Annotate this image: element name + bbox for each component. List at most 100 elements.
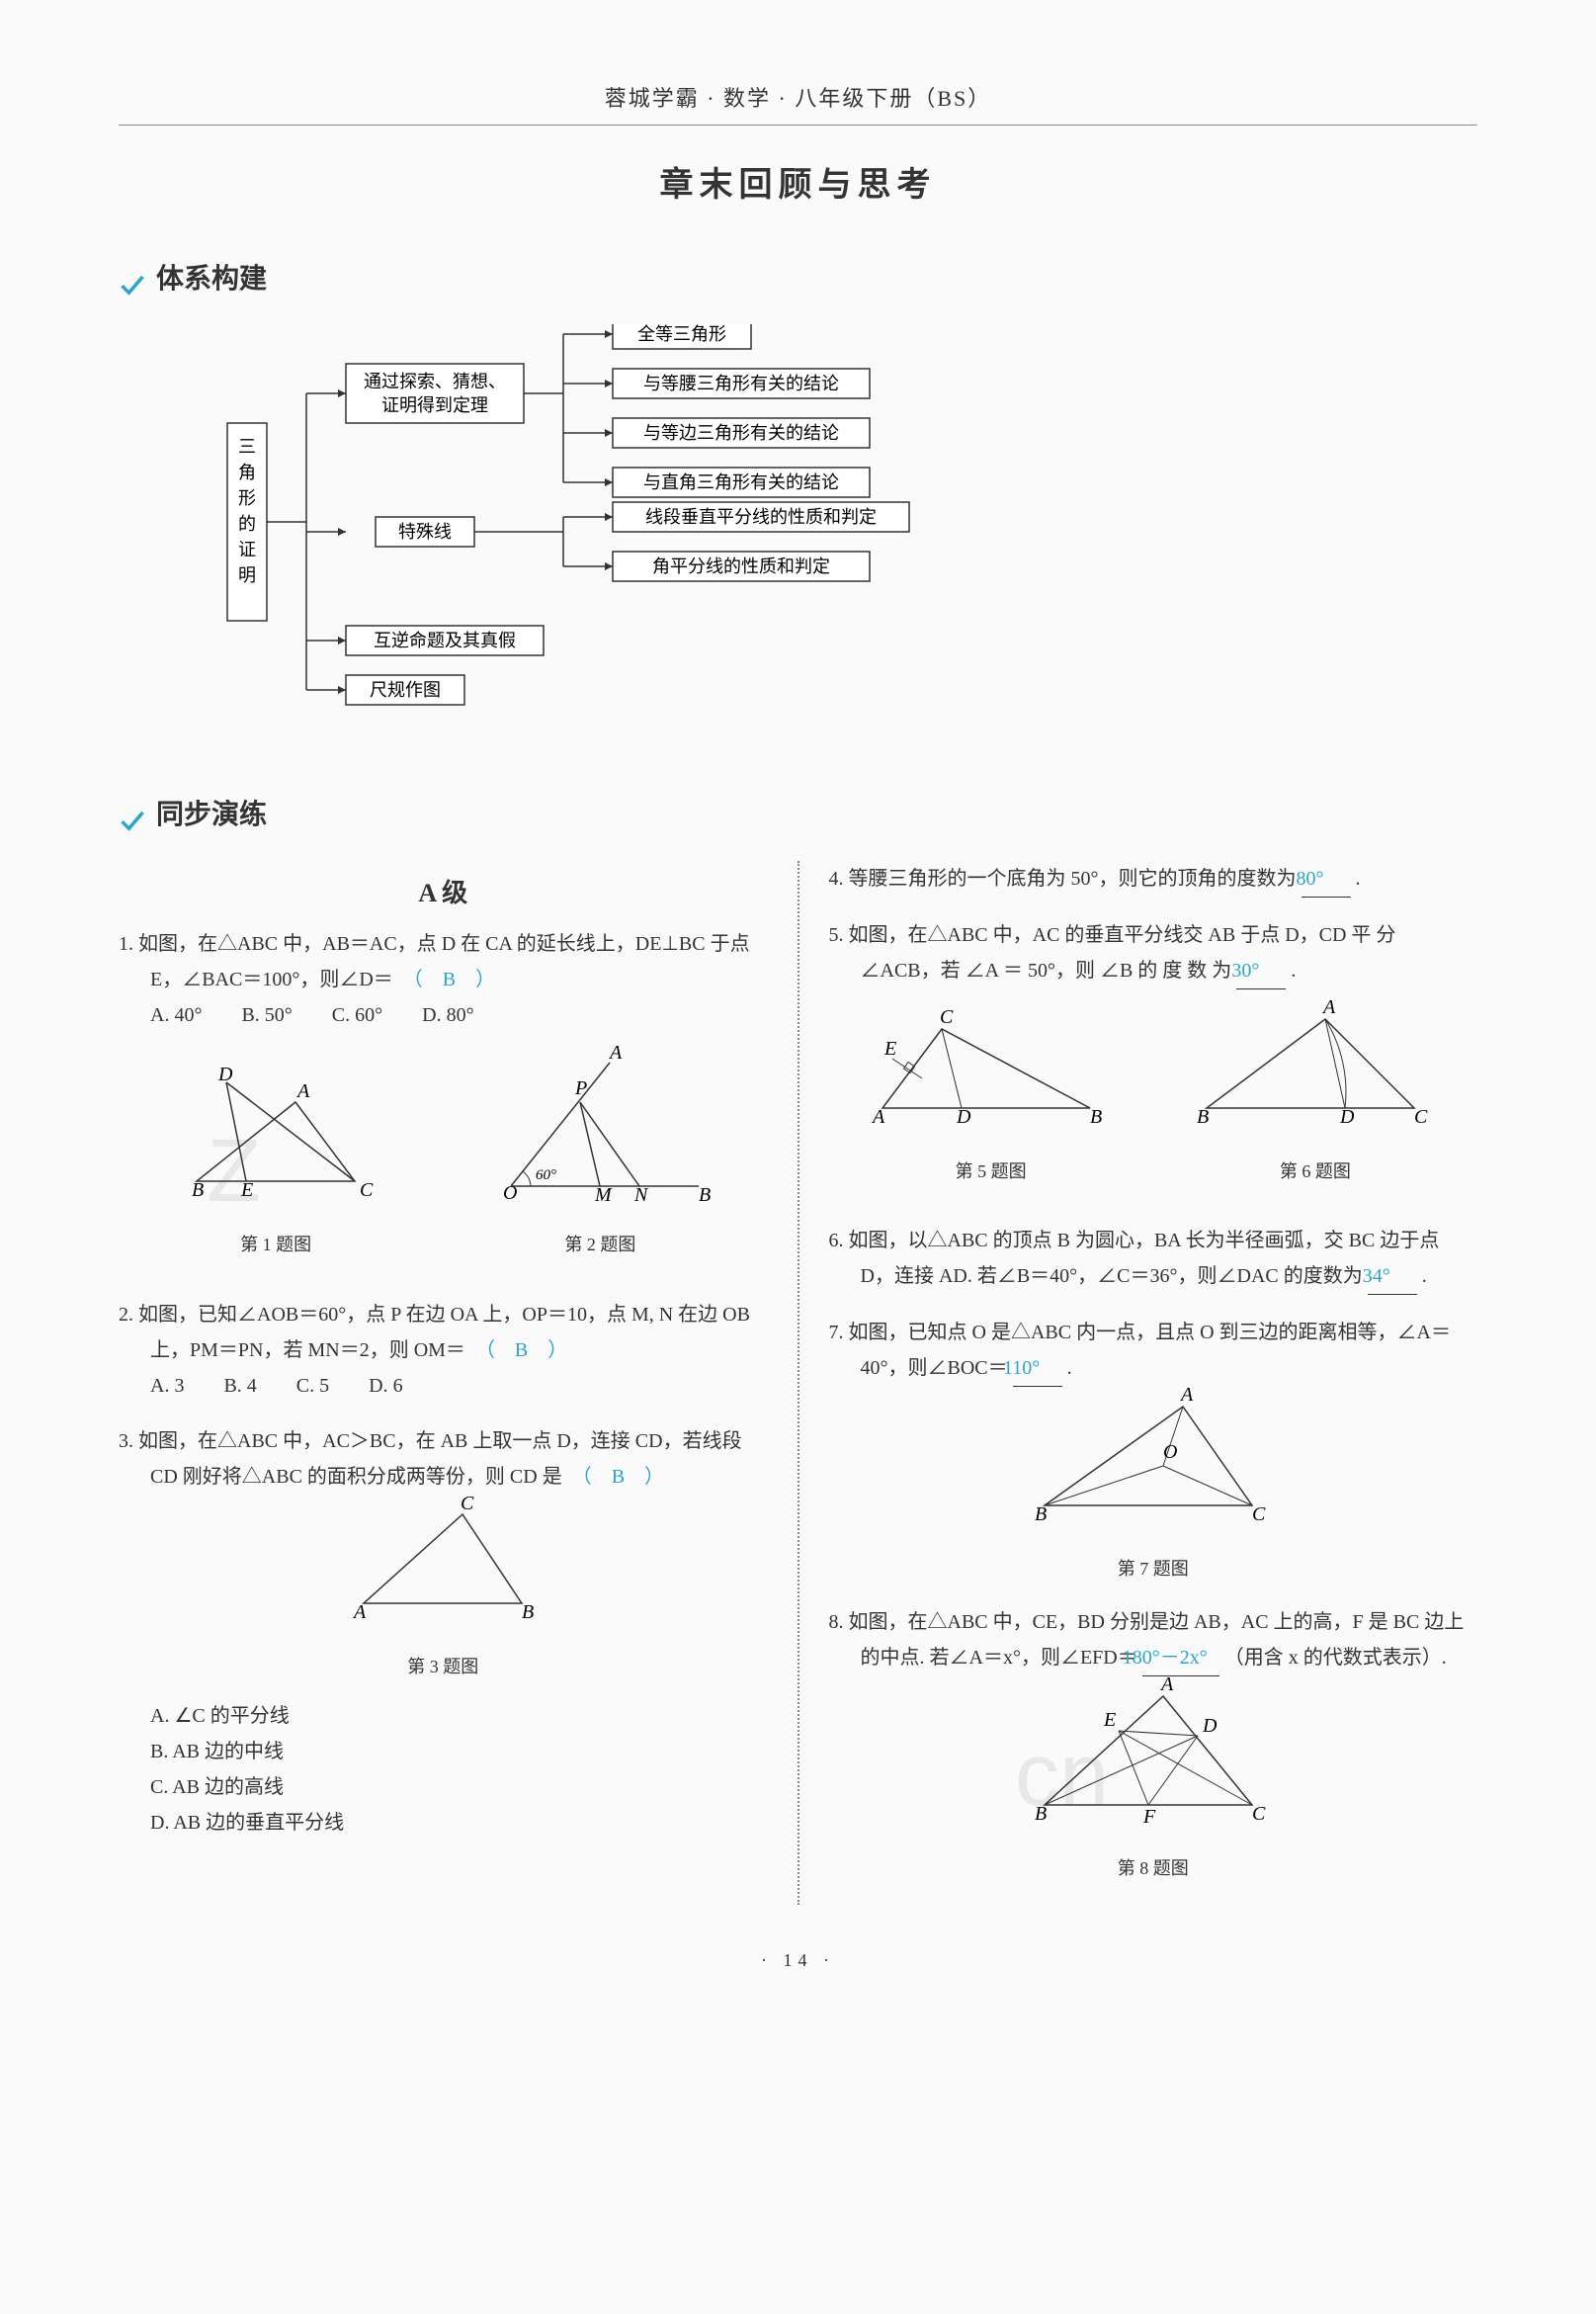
- svg-text:证明得到定理: 证明得到定理: [381, 395, 488, 415]
- svg-text:互逆命题及其真假: 互逆命题及其真假: [374, 631, 516, 650]
- svg-text:E: E: [240, 1179, 253, 1201]
- svg-text:F: F: [1142, 1806, 1156, 1828]
- svg-text:B: B: [699, 1184, 711, 1206]
- q4-answer: 80°: [1302, 861, 1351, 898]
- svg-text:尺规作图: 尺规作图: [370, 680, 441, 700]
- level-a-title: A 级: [119, 871, 768, 917]
- q2-answer: （ B ）: [485, 1339, 567, 1361]
- q1-opt-a: A. 40°: [150, 997, 202, 1033]
- section-1-label: 体系构建: [156, 255, 267, 304]
- q1-caption: 第 1 题图: [167, 1229, 384, 1260]
- svg-text:B: B: [522, 1601, 534, 1623]
- q6-figure: B D C A 第 6 题图: [1187, 999, 1444, 1203]
- svg-text:cn: cn: [1015, 1726, 1109, 1825]
- check-icon: [119, 802, 146, 829]
- q3-opt-c: C. AB 边的高线: [150, 1769, 768, 1805]
- q8-caption: 第 8 题图: [829, 1852, 1478, 1884]
- q6-caption: 第 6 题图: [1187, 1156, 1444, 1187]
- page-header: 蓉城学霸 · 数学 · 八年级下册（BS）: [119, 79, 1477, 126]
- svg-text:E: E: [1103, 1709, 1116, 1731]
- q4-text: 4. 等腰三角形的一个底角为 50°，则它的顶角的度数为: [829, 868, 1297, 890]
- svg-text:O: O: [503, 1182, 517, 1204]
- q5-figure: A D B C E 第 5 题图: [863, 999, 1120, 1203]
- svg-text:C: C: [1252, 1503, 1266, 1525]
- check-icon: [119, 266, 146, 294]
- svg-text:A: A: [871, 1106, 885, 1128]
- svg-text:A: A: [608, 1043, 623, 1064]
- q2-caption: 第 2 题图: [481, 1229, 718, 1260]
- q5-caption: 第 5 题图: [863, 1156, 1120, 1187]
- svg-text:特殊线: 特殊线: [398, 522, 452, 542]
- svg-text:全等三角形: 全等三角形: [637, 324, 726, 344]
- main-title: 章末回顾与思考: [119, 155, 1477, 215]
- svg-text:C: C: [940, 1006, 954, 1028]
- q3-opt-d: D. AB 边的垂直平分线: [150, 1805, 768, 1841]
- q3-opt-a: A. ∠C 的平分线: [150, 1698, 768, 1734]
- svg-text:角平分线的性质和判定: 角平分线的性质和判定: [652, 557, 830, 576]
- svg-text:与等边三角形有关的结论: 与等边三角形有关的结论: [643, 423, 839, 443]
- q7-caption: 第 7 题图: [829, 1553, 1478, 1585]
- flow-n1: 通过探索、猜想、: [364, 372, 506, 391]
- svg-text:M: M: [594, 1184, 613, 1206]
- q2-text: 2. 如图，已知∠AOB＝60°，点 P 在边 OA 上，OP＝10，点 M, …: [119, 1304, 750, 1361]
- page-number: · 14 ·: [119, 1944, 1477, 1976]
- svg-text:A: A: [352, 1601, 367, 1623]
- svg-text:B: B: [1035, 1803, 1047, 1825]
- q5-answer: 30°: [1236, 953, 1286, 989]
- q8-answer: 180°－2x°: [1142, 1640, 1219, 1676]
- q2-figure: 60° O MN B PA 第 2 题图: [481, 1043, 718, 1276]
- svg-text:C: C: [1252, 1803, 1266, 1825]
- q6-text: 6. 如图，以△ABC 的顶点 B 为圆心，BA 长为半径画弧，交 BC 边于点…: [829, 1230, 1440, 1287]
- svg-text:E: E: [883, 1038, 896, 1060]
- svg-text:B: B: [1035, 1503, 1047, 1525]
- svg-text:A: A: [1321, 999, 1336, 1018]
- q1-answer: （ B ）: [413, 969, 495, 990]
- q8-tail: （用含 x 的代数式表示）.: [1224, 1647, 1447, 1669]
- question-6: 6. 如图，以△ABC 的顶点 B 为圆心，BA 长为半径画弧，交 BC 边于点…: [829, 1223, 1478, 1295]
- left-column: A 级 1. 如图，在△ABC 中，AB＝AC，点 D 在 CA 的延长线上，D…: [119, 861, 768, 1905]
- two-column-layout: A 级 1. 如图，在△ABC 中，AB＝AC，点 D 在 CA 的延长线上，D…: [119, 861, 1477, 1905]
- q1-opt-c: C. 60°: [332, 997, 382, 1033]
- svg-text:D: D: [1339, 1106, 1355, 1128]
- question-4: 4. 等腰三角形的一个底角为 50°，则它的顶角的度数为 80° .: [829, 861, 1478, 898]
- q3-answer: （ B ）: [582, 1466, 664, 1488]
- section-2-label: 同步演练: [156, 791, 267, 840]
- question-2: 2. 如图，已知∠AOB＝60°，点 P 在边 OA 上，OP＝10，点 M, …: [119, 1297, 768, 1404]
- question-5: 5. 如图，在△ABC 中，AC 的垂直平分线交 AB 于点 D，CD 平 分 …: [829, 917, 1478, 1203]
- svg-text:与等腰三角形有关的结论: 与等腰三角形有关的结论: [643, 374, 839, 393]
- q7-text: 7. 如图，已知点 O 是△ABC 内一点，且点 O 到三边的距离相等，∠A＝4…: [829, 1322, 1451, 1379]
- svg-text:B: B: [1197, 1106, 1209, 1128]
- right-column: 4. 等腰三角形的一个底角为 50°，则它的顶角的度数为 80° . 5. 如图…: [829, 861, 1478, 1905]
- question-7: 7. 如图，已知点 O 是△ABC 内一点，且点 O 到三边的距离相等，∠A＝4…: [829, 1315, 1478, 1585]
- svg-text:C: C: [461, 1495, 474, 1514]
- svg-text:C: C: [1414, 1106, 1428, 1128]
- svg-text:P: P: [574, 1077, 587, 1099]
- q1-figure: Z BEC AD 第 1 题图: [167, 1043, 384, 1276]
- svg-text:与直角三角形有关的结论: 与直角三角形有关的结论: [643, 472, 839, 492]
- svg-text:A: A: [1159, 1676, 1174, 1695]
- svg-text:线段垂直平分线的性质和判定: 线段垂直平分线的性质和判定: [645, 507, 877, 527]
- q2-opt-d: D. 6: [369, 1368, 402, 1404]
- q5-text: 5. 如图，在△ABC 中，AC 的垂直平分线交 AB 于点 D，CD 平 分 …: [829, 924, 1396, 982]
- svg-text:B: B: [192, 1179, 204, 1201]
- concept-flowchart: 三角形的证明 通过探索、猜想、 证明得到定理 特殊线 互逆命题及其真假 尺规作图…: [119, 324, 1477, 751]
- svg-text:B: B: [1090, 1106, 1102, 1128]
- q6-answer: 34°: [1368, 1258, 1417, 1295]
- svg-text:O: O: [1163, 1441, 1177, 1463]
- q3-caption: 第 3 题图: [119, 1651, 768, 1682]
- section-2-header: 同步演练: [119, 791, 1477, 840]
- question-3: 3. 如图，在△ABC 中，AC＞BC，在 AB 上取一点 D，连接 CD，若线…: [119, 1423, 768, 1841]
- question-8: 8. 如图，在△ABC 中，CE，BD 分别是边 AB，AC 上的高，F 是 B…: [829, 1604, 1478, 1884]
- svg-text:60°: 60°: [536, 1167, 556, 1183]
- svg-text:A: A: [1179, 1387, 1194, 1406]
- svg-text:D: D: [956, 1106, 971, 1128]
- svg-text:N: N: [633, 1184, 649, 1206]
- svg-text:C: C: [360, 1179, 374, 1201]
- svg-text:A: A: [295, 1080, 310, 1102]
- svg-text:D: D: [1202, 1715, 1218, 1737]
- column-divider: [798, 861, 799, 1905]
- q1-opt-d: D. 80°: [422, 997, 473, 1033]
- section-1-header: 体系构建: [119, 255, 1477, 304]
- svg-text:D: D: [217, 1064, 233, 1085]
- question-1: 1. 如图，在△ABC 中，AB＝AC，点 D 在 CA 的延长线上，DE⊥BC…: [119, 926, 768, 1276]
